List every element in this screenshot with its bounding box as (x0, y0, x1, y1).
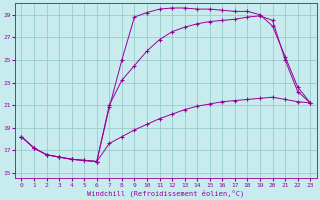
X-axis label: Windchill (Refroidissement éolien,°C): Windchill (Refroidissement éolien,°C) (87, 189, 244, 197)
